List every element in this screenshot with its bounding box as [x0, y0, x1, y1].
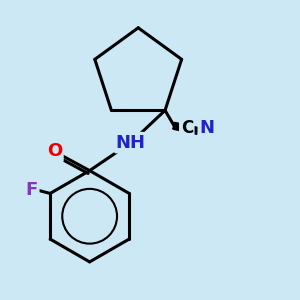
Text: NH: NH — [116, 134, 146, 152]
Text: C: C — [181, 119, 193, 137]
Text: F: F — [26, 181, 38, 199]
Text: O: O — [47, 142, 62, 160]
Text: N: N — [199, 119, 214, 137]
